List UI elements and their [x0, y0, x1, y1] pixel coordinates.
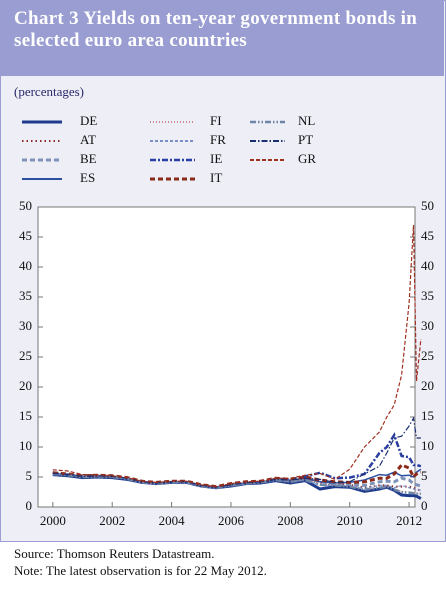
- y2-tick-label: 0: [421, 498, 428, 513]
- legend-label: AT: [80, 132, 96, 147]
- x-tick-label: 2000: [40, 513, 66, 528]
- y-tick-label: 20: [19, 378, 32, 393]
- x-tick-label: 2004: [159, 513, 186, 528]
- y2-tick-label: 15: [421, 408, 434, 423]
- y2-tick-label: 40: [421, 258, 434, 273]
- y-tick-label: 35: [19, 288, 32, 303]
- x-tick-label: 2006: [218, 513, 245, 528]
- header: [0, 0, 444, 76]
- y-tick-label: 30: [19, 318, 32, 333]
- legend-label: FI: [210, 113, 222, 128]
- legend-label: NL: [298, 113, 315, 128]
- legend-label: GR: [298, 151, 316, 166]
- plot-area: [37, 206, 416, 508]
- legend-label: BE: [80, 151, 97, 166]
- legend-label: FR: [210, 132, 226, 147]
- legend-label: IE: [210, 151, 222, 166]
- x-tick-label: 2012: [396, 513, 422, 528]
- y-tick-label: 0: [26, 498, 33, 513]
- y2-tick-label: 50: [421, 198, 434, 213]
- chart-title: Chart 3 Yields on ten-year government bo…: [14, 8, 418, 51]
- footnote: Note: The latest observation is for 22 M…: [14, 563, 267, 578]
- x-tick-label: 2002: [99, 513, 125, 528]
- y-tick-label: 25: [19, 348, 32, 363]
- y2-tick-label: 45: [421, 228, 434, 243]
- y2-tick-label: 30: [421, 318, 434, 333]
- y-tick-label: 10: [19, 438, 32, 453]
- y2-tick-label: 10: [421, 438, 434, 453]
- x-tick-label: 2008: [277, 513, 303, 528]
- y2-tick-label: 25: [421, 348, 434, 363]
- y-tick-label: 5: [26, 468, 33, 483]
- y-tick-label: 40: [19, 258, 32, 273]
- x-tick-label: 2010: [337, 513, 363, 528]
- y2-tick-label: 20: [421, 378, 434, 393]
- y-tick-label: 45: [19, 228, 32, 243]
- series-line: [52, 224, 422, 488]
- y-tick-label: 15: [19, 408, 32, 423]
- y2-tick-label: 35: [421, 288, 434, 303]
- chart-subtitle: (percentages): [14, 84, 85, 99]
- legend-label: PT: [298, 132, 313, 147]
- y2-tick-label: 5: [421, 468, 428, 483]
- source-note: Source: Thomson Reuters Datastream.: [14, 546, 215, 561]
- legend-label: ES: [80, 170, 95, 185]
- legend-label: IT: [210, 170, 222, 185]
- legend-label: DE: [80, 113, 97, 128]
- y-tick-label: 50: [19, 198, 32, 213]
